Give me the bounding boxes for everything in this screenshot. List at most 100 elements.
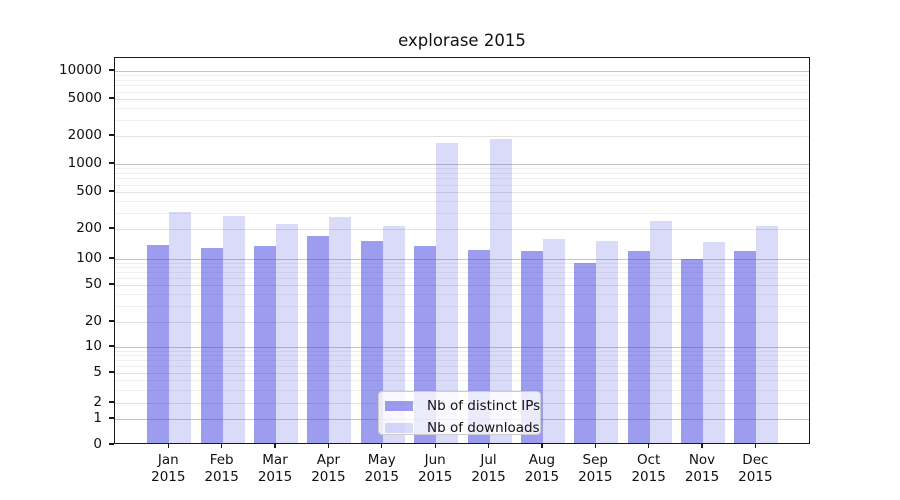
- chart-title: explorase 2015: [398, 31, 526, 50]
- legend-item-distinct-ips: Nb of distinct IPs: [385, 397, 540, 414]
- gridline-700: [115, 178, 809, 180]
- x-axis-tick-mark: [754, 444, 757, 448]
- x-axis-tick-mark: [594, 444, 596, 448]
- gridline-9: [115, 350, 809, 352]
- bar-distinct-ips-oct: [627, 251, 650, 443]
- x-axis-tick-label-jun: Jun 2015: [417, 452, 453, 485]
- gridline-200: [115, 229, 809, 230]
- gridline-400: [115, 201, 809, 202]
- y-axis-tick-mark: [109, 371, 114, 373]
- y-axis-tick-mark: [109, 401, 114, 403]
- gridline-4: [115, 380, 809, 382]
- x-axis-tick-mark: [541, 444, 543, 448]
- bar-downloads-nov: [703, 241, 725, 443]
- y-axis-tick-label-5000: 5000: [67, 90, 102, 106]
- y-axis-tick-mark: [109, 227, 114, 229]
- bar-distinct-ips-mar: [254, 245, 277, 443]
- y-axis-tick-mark: [109, 283, 114, 285]
- gridline-90: [115, 262, 809, 264]
- legend: Nb of distinct IPs Nb of downloads: [378, 391, 541, 436]
- gridline-20: [115, 322, 809, 323]
- gridline-40: [115, 294, 809, 295]
- x-axis-tick-label-oct: Oct 2015: [631, 452, 666, 485]
- y-axis-tick-mark: [109, 443, 114, 445]
- gridline-100: [115, 259, 809, 260]
- y-axis-tick-label-100: 100: [76, 250, 102, 266]
- gridline-800: [115, 173, 809, 174]
- bar-downloads-may: [382, 225, 405, 443]
- gridline-7: [115, 360, 809, 362]
- y-axis-tick-label-20: 20: [84, 313, 102, 329]
- legend-label-distinct-ips: Nb of distinct IPs: [427, 397, 541, 414]
- bar-downloads-jul: [489, 138, 512, 443]
- gridline-5: [115, 373, 809, 374]
- x-axis-tick-label-may: May 2015: [364, 452, 399, 485]
- x-axis-tick-mark: [647, 444, 650, 448]
- y-axis-tick-label-1: 1: [93, 410, 102, 426]
- gridline-2000: [115, 136, 809, 137]
- y-axis-tick-label-2: 2: [93, 394, 102, 410]
- bar-distinct-ips-sep: [574, 263, 597, 443]
- gridline-50: [115, 285, 809, 286]
- gridline-600: [115, 184, 809, 186]
- legend-label-downloads: Nb of downloads: [427, 419, 540, 436]
- bar-distinct-ips-feb: [200, 248, 223, 443]
- plot-area: [114, 57, 810, 444]
- bar-distinct-ips-may: [360, 240, 383, 443]
- x-axis-tick-mark: [167, 444, 169, 448]
- gridline-80: [115, 267, 809, 269]
- x-axis-tick-mark: [701, 444, 703, 448]
- x-axis-tick-mark: [434, 444, 436, 448]
- y-axis-tick-mark: [109, 69, 114, 71]
- bar-downloads-feb: [222, 216, 245, 443]
- x-axis-tick-label-mar: Mar 2015: [257, 452, 293, 485]
- y-axis-tick-label-200: 200: [76, 220, 102, 236]
- x-axis-tick-mark: [381, 444, 383, 448]
- x-axis-tick-label-nov: Nov 2015: [684, 452, 720, 485]
- x-axis-tick-mark: [327, 444, 330, 448]
- legend-swatch-distinct-ips: [385, 400, 413, 411]
- gridline-6: [115, 366, 809, 368]
- x-axis-tick-mark: [221, 444, 223, 448]
- gridline-3000: [115, 119, 809, 121]
- bar-distinct-ips-nov: [681, 259, 703, 443]
- bar-distinct-ips-dec: [734, 250, 757, 443]
- bar-distinct-ips-jan: [147, 244, 170, 443]
- y-axis-tick-label-0: 0: [93, 436, 102, 452]
- y-axis-tick-mark: [109, 162, 114, 164]
- gridline-500: [115, 192, 809, 193]
- x-axis-tick-mark: [274, 444, 276, 448]
- gridline-1000: [115, 164, 809, 165]
- x-axis-tick-label-dec: Dec 2015: [738, 452, 773, 485]
- x-axis-tick-label-jan: Jan 2015: [151, 452, 186, 485]
- x-axis-tick-label-aug: Aug 2015: [524, 452, 560, 485]
- gridline-9000: [115, 75, 809, 77]
- gridline-7000: [115, 85, 809, 87]
- gridline-4000: [115, 108, 809, 109]
- gridline-10000: [115, 71, 809, 72]
- bar-downloads-dec: [756, 226, 779, 443]
- bar-downloads-aug: [542, 238, 565, 443]
- y-axis-tick-mark: [109, 320, 114, 322]
- gridline-30: [115, 305, 809, 307]
- bar-downloads-oct: [649, 221, 672, 443]
- y-axis-tick-label-5: 5: [93, 364, 102, 380]
- bar-downloads-sep: [596, 241, 619, 443]
- y-axis-tick-label-10000: 10000: [59, 62, 102, 78]
- x-axis-tick-label-apr: Apr 2015: [311, 452, 346, 485]
- gridline-8: [115, 355, 809, 357]
- y-axis-tick-label-1000: 1000: [67, 155, 102, 171]
- bar-downloads-mar: [276, 224, 299, 443]
- gridline-70: [115, 272, 809, 274]
- y-axis-tick-mark: [109, 417, 114, 419]
- y-axis-tick-mark: [109, 345, 114, 347]
- legend-swatch-downloads: [385, 422, 413, 433]
- gridline-60: [115, 278, 809, 280]
- x-axis-tick-label-feb: Feb 2015: [204, 452, 239, 485]
- y-axis-tick-mark: [109, 134, 114, 136]
- gridline-300: [115, 212, 809, 214]
- gridline-10: [115, 347, 809, 348]
- gridline-3: [115, 389, 809, 391]
- y-axis-tick-label-50: 50: [84, 276, 102, 292]
